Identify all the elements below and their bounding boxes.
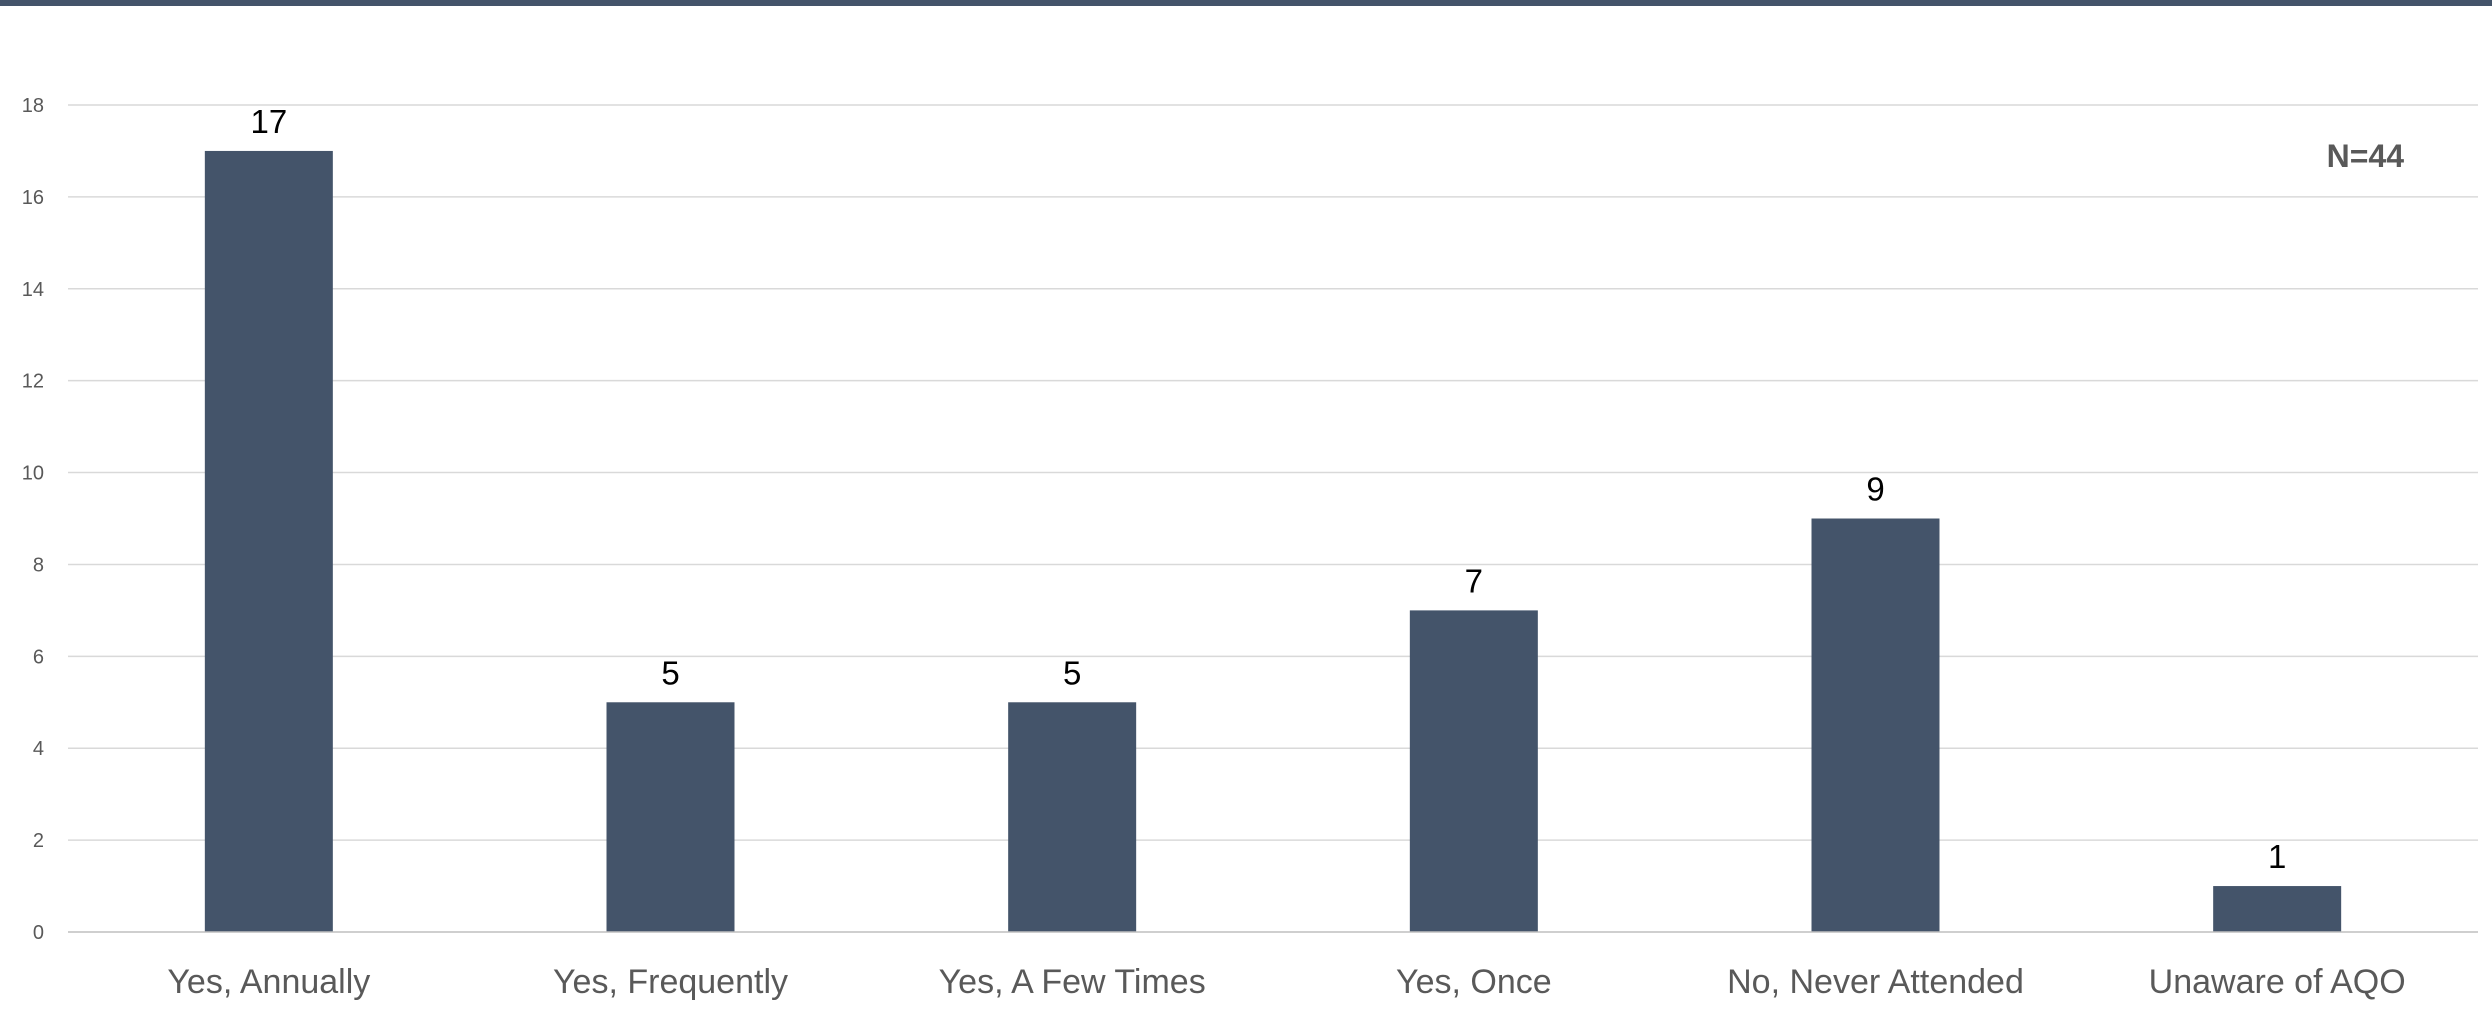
- data-label: 7: [1465, 562, 1483, 599]
- y-tick-label: 4: [33, 738, 44, 760]
- y-tick-label: 8: [33, 554, 44, 576]
- bar: [1409, 610, 1538, 932]
- y-tick-label: 18: [22, 95, 44, 117]
- category-label: No, Never Attended: [1727, 963, 2024, 1001]
- bar: [1811, 518, 1940, 932]
- top-border-bar: [0, 0, 2492, 6]
- y-tick-label: 14: [22, 279, 44, 301]
- category-label: Yes, A Few Times: [939, 963, 1206, 1001]
- sample-size-annotation: N=44: [2327, 138, 2405, 174]
- bar: [204, 150, 333, 932]
- data-label: 17: [250, 103, 287, 140]
- bar: [1008, 702, 1137, 932]
- y-tick-label: 6: [33, 646, 44, 668]
- gridlines: [68, 104, 2478, 841]
- category-label: Yes, Frequently: [553, 963, 788, 1001]
- y-tick-label: 0: [33, 922, 44, 944]
- category-label: Yes, Once: [1396, 963, 1552, 1001]
- data-labels: 17 5 5 7 9 1: [250, 103, 2286, 875]
- y-tick-label: 2: [33, 830, 44, 852]
- y-axis-ticks: 0 2 4 6 8 10 12 14 16 18: [22, 95, 44, 944]
- bar: [2213, 886, 2342, 932]
- y-tick-label: 16: [22, 187, 44, 209]
- category-label: Yes, Annually: [167, 963, 370, 1001]
- data-label: 5: [661, 654, 679, 691]
- category-labels: Yes, Annually Yes, Frequently Yes, A Few T…: [167, 963, 2405, 1001]
- y-tick-label: 10: [22, 463, 44, 485]
- data-label: 1: [2268, 838, 2286, 875]
- data-label: 9: [1866, 471, 1884, 508]
- category-label: Unaware of AQO: [2149, 963, 2406, 1001]
- data-label: 5: [1063, 654, 1081, 691]
- bar: [606, 702, 735, 932]
- y-tick-label: 12: [22, 371, 44, 393]
- bars: [204, 150, 2342, 932]
